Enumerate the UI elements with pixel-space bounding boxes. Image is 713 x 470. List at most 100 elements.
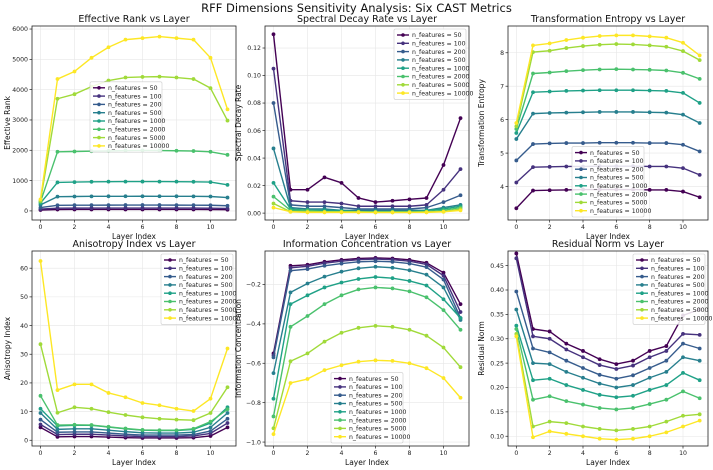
- data-point: [38, 205, 43, 210]
- data-point: [581, 35, 585, 40]
- data-point: [305, 267, 310, 272]
- data-point: [225, 203, 230, 208]
- data-point: [339, 269, 344, 274]
- data-point: [271, 371, 276, 376]
- data-point: [547, 111, 552, 115]
- data-point: [72, 382, 77, 387]
- data-point: [89, 203, 94, 208]
- data-point: [55, 410, 60, 415]
- legend-label: n_features = 100: [349, 384, 403, 391]
- data-point: [697, 76, 702, 81]
- x-tick-label: 2: [548, 450, 552, 457]
- data-point: [55, 430, 60, 435]
- data-point: [458, 302, 463, 307]
- legend-marker: [338, 410, 342, 414]
- data-point: [664, 430, 669, 435]
- data-point: [38, 417, 43, 422]
- data-point: [458, 365, 463, 370]
- data-point: [458, 167, 463, 171]
- data-point: [531, 188, 535, 193]
- y-tick-label: −0.6: [246, 360, 261, 367]
- y-tick-label: 0.00: [247, 210, 261, 217]
- legend-label: n_features = 500: [349, 401, 403, 408]
- series-5: [38, 179, 230, 205]
- data-point: [614, 428, 619, 433]
- data-point: [225, 206, 230, 211]
- data-point: [339, 210, 344, 215]
- data-point: [305, 210, 310, 215]
- series-5: [514, 88, 702, 135]
- data-point: [597, 67, 602, 72]
- data-point: [581, 375, 585, 380]
- y-tick-label: 2000: [12, 147, 28, 154]
- data-point: [208, 149, 213, 154]
- data-point: [225, 346, 230, 351]
- data-point: [697, 58, 702, 63]
- data-point: [38, 393, 43, 398]
- x-tick-label: 10: [207, 450, 215, 457]
- axes-frame: [31, 25, 237, 221]
- data-point: [647, 366, 652, 370]
- series-line: [515, 142, 700, 161]
- series-line: [39, 260, 229, 412]
- data-point: [647, 375, 652, 380]
- x-tick-label: 0: [272, 450, 276, 457]
- y-tick-label: −0.2: [246, 282, 261, 289]
- data-point: [647, 355, 652, 360]
- data-point: [38, 406, 43, 411]
- legend-marker: [401, 41, 405, 46]
- legend-label: n_features = 50: [179, 257, 229, 264]
- data-point: [191, 418, 196, 423]
- data-point: [322, 175, 327, 180]
- data-point: [123, 75, 128, 80]
- data-point: [531, 43, 535, 48]
- data-point: [581, 366, 585, 370]
- legend-label: n_features = 1000: [108, 118, 166, 125]
- series-6: [38, 148, 230, 204]
- data-point: [390, 265, 395, 270]
- data-point: [356, 287, 361, 292]
- x-tick-label: 10: [440, 224, 448, 231]
- data-point: [106, 424, 111, 429]
- data-point: [191, 206, 196, 210]
- data-point: [225, 421, 230, 425]
- data-point: [390, 276, 395, 281]
- legend-marker: [97, 110, 101, 115]
- data-point: [564, 69, 569, 74]
- data-point: [531, 435, 535, 440]
- legend-marker: [338, 401, 342, 406]
- data-point: [208, 180, 213, 185]
- data-point: [305, 187, 310, 192]
- data-point: [681, 189, 685, 194]
- data-point: [174, 206, 179, 210]
- data-point: [305, 351, 310, 356]
- chart-title: Effective Rank vs Layer: [78, 14, 189, 25]
- data-point: [208, 429, 213, 433]
- legend-label: n_features = 100: [108, 93, 162, 100]
- data-point: [631, 373, 635, 378]
- y-tick-label: 6: [500, 117, 504, 124]
- data-point: [106, 45, 111, 50]
- x-tick-label: 8: [408, 450, 412, 457]
- data-point: [38, 411, 43, 415]
- data-point: [208, 203, 213, 208]
- data-point: [225, 152, 230, 157]
- data-point: [407, 197, 412, 202]
- data-point: [140, 75, 145, 79]
- data-point: [72, 92, 77, 97]
- series-line: [272, 68, 462, 207]
- chart-title: Residual Norm vs Layer: [552, 239, 664, 250]
- data-point: [191, 426, 196, 431]
- series-8: [514, 334, 702, 442]
- data-point: [681, 112, 685, 117]
- data-point: [322, 339, 327, 344]
- legend-marker: [401, 33, 405, 37]
- data-point: [373, 259, 378, 264]
- data-point: [89, 55, 94, 60]
- legend-marker: [168, 283, 172, 287]
- data-point: [631, 383, 635, 387]
- series-2: [271, 66, 463, 209]
- legend-label: n_features = 200: [412, 49, 466, 56]
- series-3: [271, 101, 463, 211]
